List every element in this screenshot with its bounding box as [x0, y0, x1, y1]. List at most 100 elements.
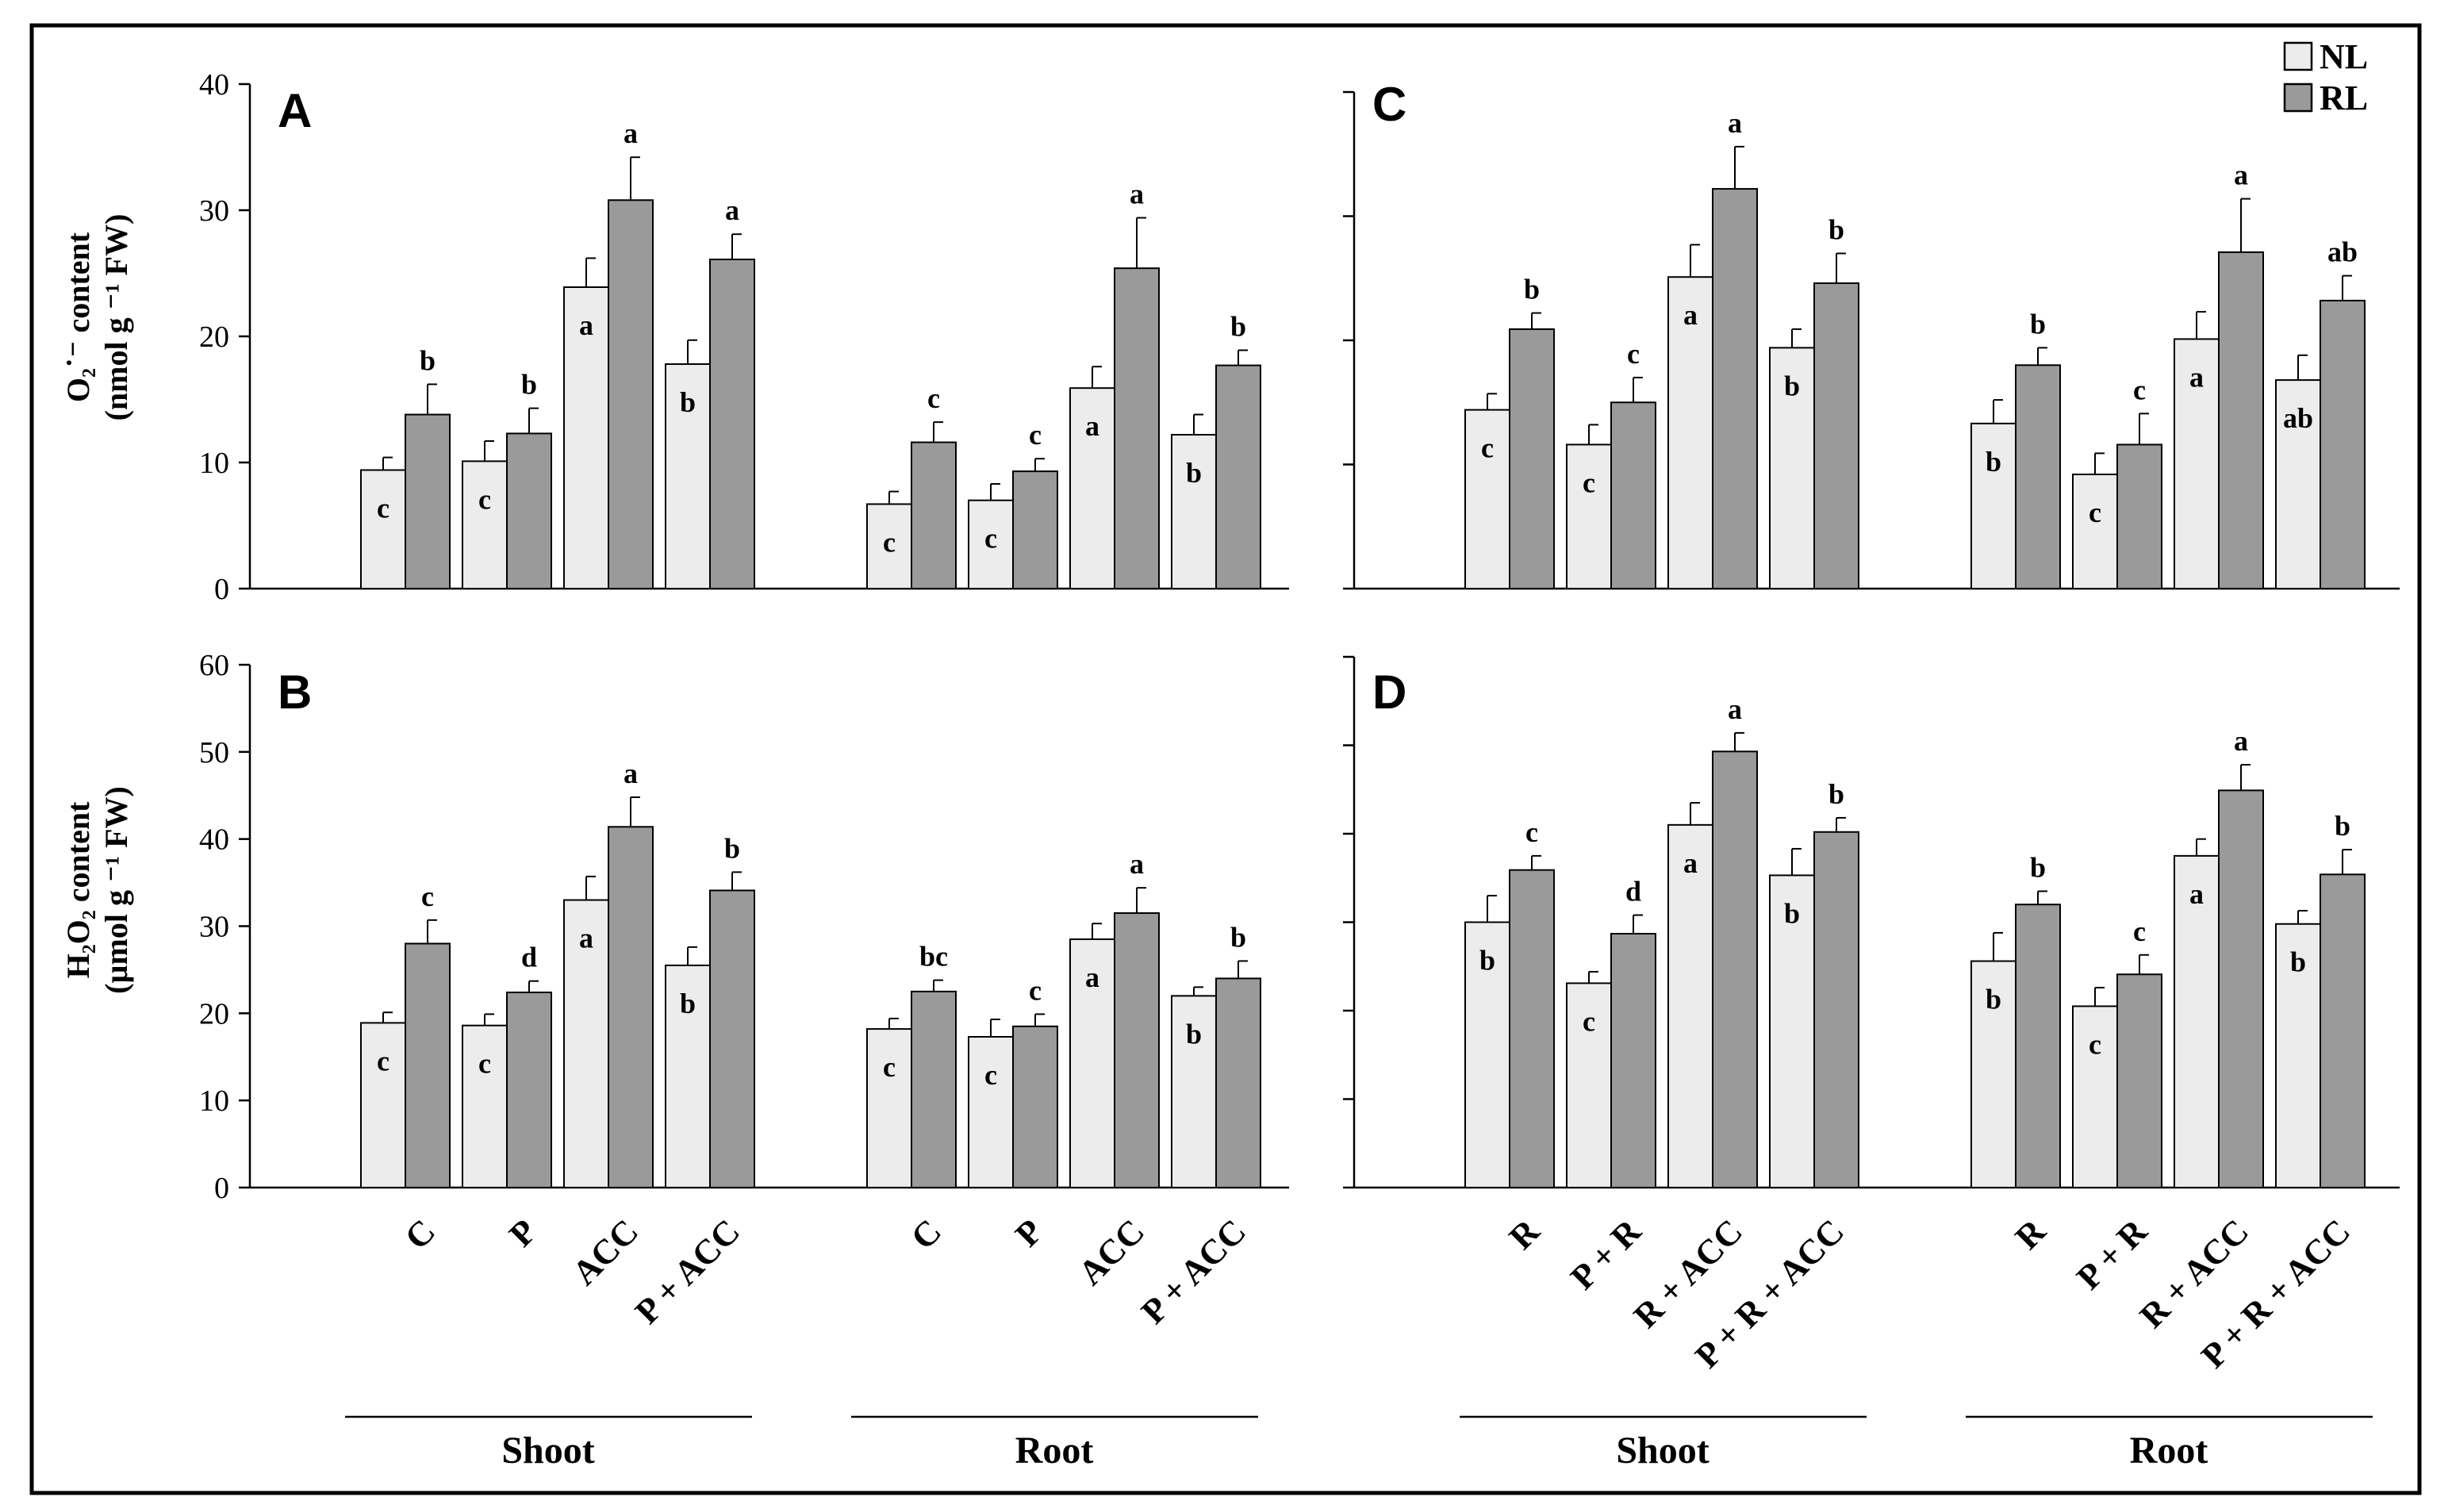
sig-letter-nl: b	[1784, 897, 1800, 929]
bar-nl	[1464, 409, 1510, 590]
y-tick-label: 20	[199, 997, 229, 1030]
bar-rl	[1813, 831, 1859, 1189]
sig-letter-nl: c	[1583, 1005, 1595, 1037]
group-labels: Shoot Root Shoot Root	[345, 1415, 2373, 1472]
legend-label-rl: RL	[2320, 79, 2368, 117]
sig-letter-rl: a	[1728, 107, 1742, 139]
group-label-right-root: Root	[2130, 1429, 2208, 1472]
sig-letter-nl: c	[2089, 497, 2101, 528]
bar-rl	[1610, 932, 1656, 1188]
bar-rl	[405, 942, 451, 1188]
sig-letter-nl: c	[377, 1045, 389, 1076]
sig-letter-nl: c	[1481, 432, 1494, 464]
sig-letter-nl: b	[2290, 946, 2306, 978]
sig-letter-rl: c	[2133, 374, 2146, 405]
bar-nl	[2072, 474, 2118, 590]
panel-a: 0 10 20 30 40 Ac b c b a a b a c c c c a a b b	[199, 68, 1289, 606]
sig-letter-nl: c	[478, 483, 491, 515]
sig-letter-rl: c	[421, 881, 434, 912]
sig-letter-nl: b	[1479, 945, 1495, 977]
y-tick-label: 40	[199, 68, 229, 102]
bar-nl	[1069, 938, 1115, 1188]
bar-rl	[709, 259, 755, 589]
y-tick-label: 10	[199, 1084, 229, 1118]
bar-nl	[1667, 823, 1713, 1188]
sig-letter-nl: c	[883, 526, 896, 558]
bar-rl	[1509, 869, 1555, 1188]
bar-rl	[506, 432, 552, 589]
bar-rl	[1012, 1025, 1058, 1189]
sig-letter-nl: b	[1784, 370, 1800, 401]
sig-letter-nl: c	[478, 1048, 491, 1080]
sig-letter-nl: a	[579, 923, 593, 954]
panel-label: D	[1372, 666, 1406, 719]
sig-letter-rl: b	[724, 832, 740, 864]
bar-rl	[608, 199, 654, 589]
legend-label-nl: NL	[2320, 37, 2368, 76]
sig-letter-nl: b	[1986, 984, 2001, 1015]
bar-rl	[911, 441, 957, 589]
sig-letter-nl: c	[883, 1051, 896, 1083]
panel-label: B	[278, 666, 312, 719]
y-tick-label: 10	[199, 447, 229, 480]
sig-letter-nl: b	[1186, 457, 1202, 489]
sig-letter-nl: c	[984, 1059, 997, 1091]
y-tick-label: 30	[199, 194, 229, 228]
bar-rl	[1509, 328, 1555, 589]
sig-letter-rl: c	[1029, 974, 1042, 1006]
sig-letter-rl: b	[1828, 213, 1844, 245]
sig-letter-rl: a	[624, 117, 638, 149]
sig-letter-rl: b	[521, 369, 537, 401]
sig-letter-nl: c	[377, 493, 389, 524]
bar-rl	[1114, 267, 1160, 589]
bar-rl	[2116, 443, 2162, 590]
bar-nl	[462, 460, 508, 589]
sig-letter-rl: b	[420, 344, 436, 376]
bar-rl	[2015, 904, 2061, 1188]
bar-rl	[1215, 977, 1261, 1189]
group-label-left-root: Root	[1015, 1429, 1094, 1472]
sig-letter-rl: b	[2030, 308, 2046, 340]
sig-letter-nl: a	[2189, 361, 2204, 393]
sig-letter-rl: a	[624, 758, 638, 789]
sig-letter-rl: a	[2234, 159, 2248, 191]
bar-nl	[1769, 874, 1815, 1189]
bar-rl	[1012, 470, 1058, 589]
sig-letter-rl: b	[2030, 851, 2046, 883]
sig-letter-nl: b	[680, 988, 696, 1019]
group-label-right-shoot: Shoot	[1616, 1429, 1709, 1472]
bar-rl	[506, 991, 552, 1189]
sig-letter-rl: b	[2335, 810, 2350, 842]
y-tick-label: 0	[214, 573, 229, 606]
sig-letter-rl: c	[1525, 816, 1538, 848]
sig-letter-rl: b	[1828, 778, 1844, 810]
sig-letter-nl: a	[579, 309, 593, 341]
bar-nl	[866, 1028, 912, 1189]
y-tick-label: 60	[199, 649, 229, 682]
sig-letter-rl: c	[1029, 419, 1042, 451]
bar-rl	[1712, 188, 1758, 589]
sig-letter-nl: c	[1583, 466, 1595, 498]
bar-rl	[1215, 364, 1261, 589]
sig-letter-rl: a	[1130, 178, 1144, 210]
panel-label: C	[1372, 78, 1406, 131]
bar-nl	[563, 899, 609, 1189]
sig-letter-nl: a	[1683, 847, 1698, 879]
sig-letter-nl: a	[1085, 410, 1099, 442]
sig-letter-rl: a	[1728, 693, 1742, 725]
bar-rl	[1610, 401, 1656, 589]
bar-nl	[1171, 995, 1217, 1189]
bar-nl	[1970, 422, 2016, 589]
panel-label: A	[278, 84, 312, 137]
sig-letter-rl: a	[1130, 848, 1144, 880]
sig-letter-rl: b	[1230, 921, 1246, 953]
y-tick-label: 50	[199, 736, 229, 769]
bar-rl	[405, 413, 451, 590]
bar-nl	[866, 503, 912, 589]
ylabel-a-line1: O₂˙⁻ content	[60, 232, 96, 402]
bar-nl	[665, 363, 711, 589]
bar-nl	[360, 469, 406, 589]
sig-letter-rl: a	[2234, 725, 2248, 757]
y-tick-label: 30	[199, 911, 229, 944]
